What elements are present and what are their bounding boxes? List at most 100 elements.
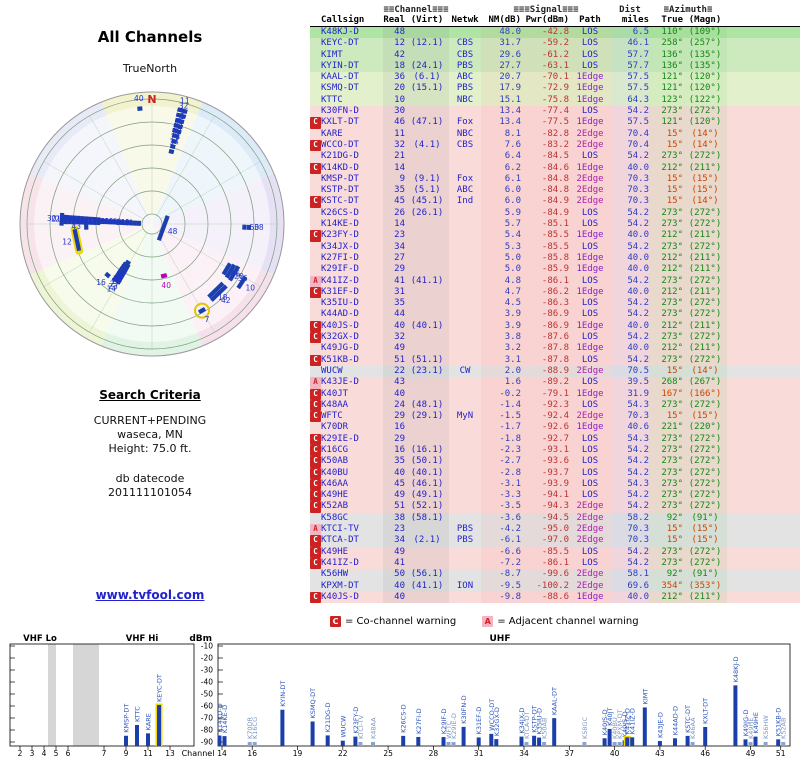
virtual-channel: (41.1) <box>405 275 449 287</box>
power: -85.5 <box>521 546 569 558</box>
real-channel: 45 <box>383 196 405 208</box>
azimuth-true: 212° <box>649 286 683 299</box>
svg-text:43: 43 <box>655 749 665 758</box>
warning-marker <box>310 72 321 83</box>
svg-text:27: 27 <box>110 279 120 288</box>
svg-text:51: 51 <box>116 218 126 227</box>
distance: 54.2 <box>611 557 649 570</box>
svg-text:9: 9 <box>124 749 129 758</box>
real-channel: 20 <box>383 83 405 95</box>
azimuth-magn: (15°) <box>683 411 727 423</box>
noise-margin: 1.6 <box>481 377 521 389</box>
svg-text:K56HW: K56HW <box>762 715 770 739</box>
svg-text:K14KD-D: K14KD-D <box>216 703 224 732</box>
distance: 54.2 <box>611 490 649 502</box>
path: 1Edge <box>569 591 611 604</box>
azimuth-magn: (109°) <box>683 27 727 39</box>
azimuth-magn: (211°) <box>683 230 727 242</box>
svg-text:51: 51 <box>776 749 786 758</box>
svg-text:48: 48 <box>168 227 178 236</box>
path: 2Edge <box>569 185 611 197</box>
noise-margin: 7.6 <box>481 139 521 152</box>
svg-text:-30: -30 <box>201 666 213 675</box>
noise-margin: -2.3 <box>481 444 521 457</box>
noise-margin: -9.8 <box>481 591 521 604</box>
table-row: C K40JS-D 40 -9.8 -88.6 1Edge 40.0 212° (211°) <box>310 591 800 604</box>
azimuth-magn: (15°) <box>683 535 727 547</box>
warning-marker <box>310 208 321 219</box>
network <box>449 513 481 524</box>
azimuth-magn: (211°) <box>683 162 727 174</box>
co-channel-text: = Co-channel warning <box>345 616 457 627</box>
noise-margin: 5.0 <box>481 264 521 276</box>
noise-margin: 20.7 <box>481 72 521 84</box>
noise-margin: -3.1 <box>481 478 521 491</box>
power: -97.0 <box>521 535 569 547</box>
virtual-channel: (6.1) <box>405 72 449 84</box>
distance: 54.2 <box>611 354 649 366</box>
network: CBS <box>456 139 474 150</box>
virtual-channel <box>405 377 449 389</box>
table-row: K35IU-D 35 4.5 -86.3 LOS 54.2 273° (272°) <box>310 298 800 310</box>
svg-text:37: 37 <box>565 749 575 758</box>
network <box>449 163 481 174</box>
svg-text:K44AD-D: K44AD-D <box>672 706 680 735</box>
table-row: C K14KD-D 14 6.2 -84.6 1Edge 40.0 212° (211°) <box>310 162 800 174</box>
virtual-channel <box>405 286 449 299</box>
distance: 69.6 <box>611 580 649 592</box>
noise-margin: -1.7 <box>481 422 521 434</box>
svg-text:7: 7 <box>102 749 107 758</box>
svg-text:14: 14 <box>107 285 117 294</box>
callsign: KSTC-DT <box>321 196 359 207</box>
svg-text:K40JS-D: K40JS-D <box>601 709 609 735</box>
warning-marker <box>310 106 321 117</box>
distance: 40.0 <box>611 252 649 265</box>
svg-text:50: 50 <box>250 223 260 232</box>
azimuth-true: 15° <box>649 128 683 140</box>
network: CW <box>459 365 471 376</box>
table-row: K44AD-D 44 3.9 -86.9 LOS 54.2 273° (272°) <box>310 309 800 321</box>
virtual-channel: (16.1) <box>405 444 449 457</box>
noise-margin: 29.6 <box>481 49 521 61</box>
table-row: KYIN-DT 18 (24.1) PBS 27.7 -63.1 LOS 57.7 136° (1… <box>310 60 800 73</box>
table-row: K26CS-D 26 (26.1) 5.9 -84.9 LOS 54.2 273° (272°) <box>310 207 800 220</box>
azimuth-true: 136° <box>649 49 683 61</box>
callsign: K50AB <box>321 456 349 467</box>
power: -87.8 <box>521 354 569 366</box>
table-row: KAAL-DT 36 (6.1) ABC 20.7 -70.1 1Edge 57.5 121°(… <box>310 72 800 84</box>
distance: 54.2 <box>611 219 649 231</box>
tvfool-link-wrap: www.tvfool.com <box>0 588 300 602</box>
azimuth-magn: (15°) <box>683 524 727 536</box>
path: 1Edge <box>569 422 611 434</box>
path: LOS <box>569 490 611 502</box>
callsign: KMSP-DT <box>321 173 359 184</box>
table-row: K49JG-D 49 3.2 -87.8 1Edge 40.0 212° (211°) <box>310 343 800 355</box>
table-column-header: Callsign Real (Virt) Netwk NM(dB) Pwr(dB… <box>310 15 800 26</box>
distance: 70.3 <box>611 173 649 186</box>
real-channel: 41 <box>383 275 405 287</box>
path: 1Edge <box>569 320 611 333</box>
warning-marker: C <box>310 456 321 468</box>
network <box>449 479 481 490</box>
power: -86.1 <box>521 557 569 570</box>
power: -75.8 <box>521 94 569 107</box>
virtual-channel <box>405 388 449 400</box>
virtual-channel <box>405 422 449 434</box>
callsign: KARE <box>321 128 343 139</box>
warning-marker: A <box>310 524 321 536</box>
path: LOS <box>569 219 611 231</box>
svg-text:40: 40 <box>115 272 125 281</box>
network <box>449 468 481 479</box>
svg-text:9: 9 <box>180 107 185 116</box>
table-row: K56HW 50 (56.1) -8.7 -99.6 2Edge 58.1 92° (91°) <box>310 569 800 581</box>
virtual-channel <box>405 252 449 265</box>
svg-text:K58GC: K58GC <box>581 716 589 739</box>
network <box>449 332 481 343</box>
noise-margin: 6.4 <box>481 151 521 163</box>
svg-text:KTCI-TV: KTCI-TV <box>357 714 365 739</box>
network <box>449 298 481 309</box>
callsign: KAAL-DT <box>321 72 359 83</box>
power: -86.9 <box>521 320 569 333</box>
power: -87.8 <box>521 343 569 355</box>
power: -84.8 <box>521 185 569 197</box>
